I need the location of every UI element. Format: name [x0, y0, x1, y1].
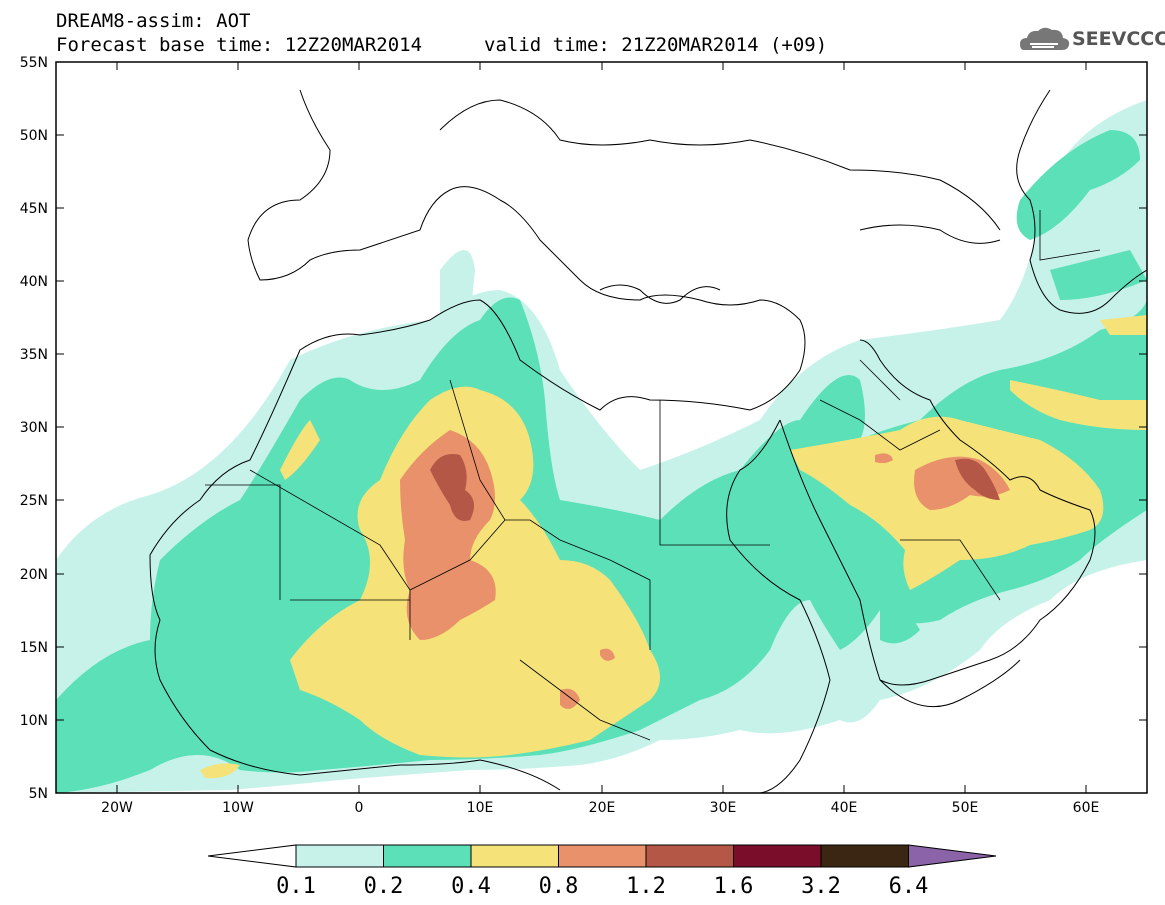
aot-level-1.2	[430, 454, 1000, 521]
lat-label-15n: 15N	[20, 640, 48, 656]
colorbar-box-2	[470, 844, 559, 868]
aot-level-0.8	[400, 430, 1010, 709]
colorbar-box-1	[383, 844, 472, 868]
aot-field	[56, 100, 1147, 793]
lat-label-20n: 20N	[20, 567, 48, 583]
colorbar-low-arrow	[207, 844, 297, 868]
lat-label-45n: 45N	[20, 201, 48, 217]
lon-label-20w: 20W	[101, 800, 133, 816]
lat-axis	[56, 61, 1147, 794]
colorbar-high-arrow	[908, 844, 997, 868]
logo-text: SEEVCCC	[1072, 28, 1165, 50]
lon-label-40e: 40E	[831, 800, 858, 816]
colorbar-box-6	[820, 844, 909, 868]
forecast-base-time: Forecast base time: 12Z20MAR2014	[56, 34, 423, 56]
lat-label-40n: 40N	[20, 274, 48, 290]
lat-label-50n: 50N	[20, 128, 48, 144]
lon-axis	[116, 62, 1087, 793]
colorbar	[207, 844, 997, 868]
colorbar-box-0	[295, 844, 384, 868]
lon-label-60e: 60E	[1073, 800, 1100, 816]
map-title: DREAM8-assim: AOT	[56, 10, 251, 32]
colorbar-box-4	[645, 844, 734, 868]
lon-label-50e: 50E	[952, 800, 979, 816]
lat-label-10n: 10N	[20, 713, 48, 729]
lat-label-5n: 5N	[29, 786, 48, 802]
colorbar-labels: 0.1 0.2 0.4 0.8 1.2 1.6 3.2 6.4	[276, 874, 928, 899]
colorbar-label-3.2: 3.2	[801, 874, 841, 899]
lon-label-10w: 10W	[222, 800, 254, 816]
colorbar-box-3	[558, 844, 647, 868]
colorbar-label-0.4: 0.4	[451, 874, 491, 899]
lat-label-30n: 30N	[20, 420, 48, 436]
lat-label-35n: 35N	[20, 347, 48, 363]
coastlines	[149, 89, 1147, 793]
lat-label-25n: 25N	[20, 493, 48, 509]
valid-time: valid time: 21Z20MAR2014 (+09)	[484, 34, 828, 56]
colorbar-label-1.6: 1.6	[714, 874, 754, 899]
lat-labels: 5N 10N 15N 20N 25N 30N 35N 40N 45N 50N 5…	[20, 55, 48, 802]
lon-labels: 20W 10W 0 10E 20E 30E 40E 50E 60E	[101, 800, 1099, 816]
colorbar-label-6.4: 6.4	[889, 874, 929, 899]
lon-label-0: 0	[355, 800, 364, 816]
colorbar-label-0.8: 0.8	[539, 874, 579, 899]
colorbar-label-0.1: 0.1	[276, 874, 316, 899]
colorbar-label-0.2: 0.2	[364, 874, 404, 899]
lon-label-10e: 10E	[467, 800, 494, 816]
colorbar-label-1.2: 1.2	[626, 874, 666, 899]
country-borders	[205, 210, 1101, 741]
lon-label-30e: 30E	[710, 800, 737, 816]
lat-label-55n: 55N	[20, 55, 48, 71]
cloud-logo-icon	[1020, 27, 1070, 50]
lon-label-20e: 20E	[589, 800, 616, 816]
colorbar-box-5	[733, 844, 822, 868]
